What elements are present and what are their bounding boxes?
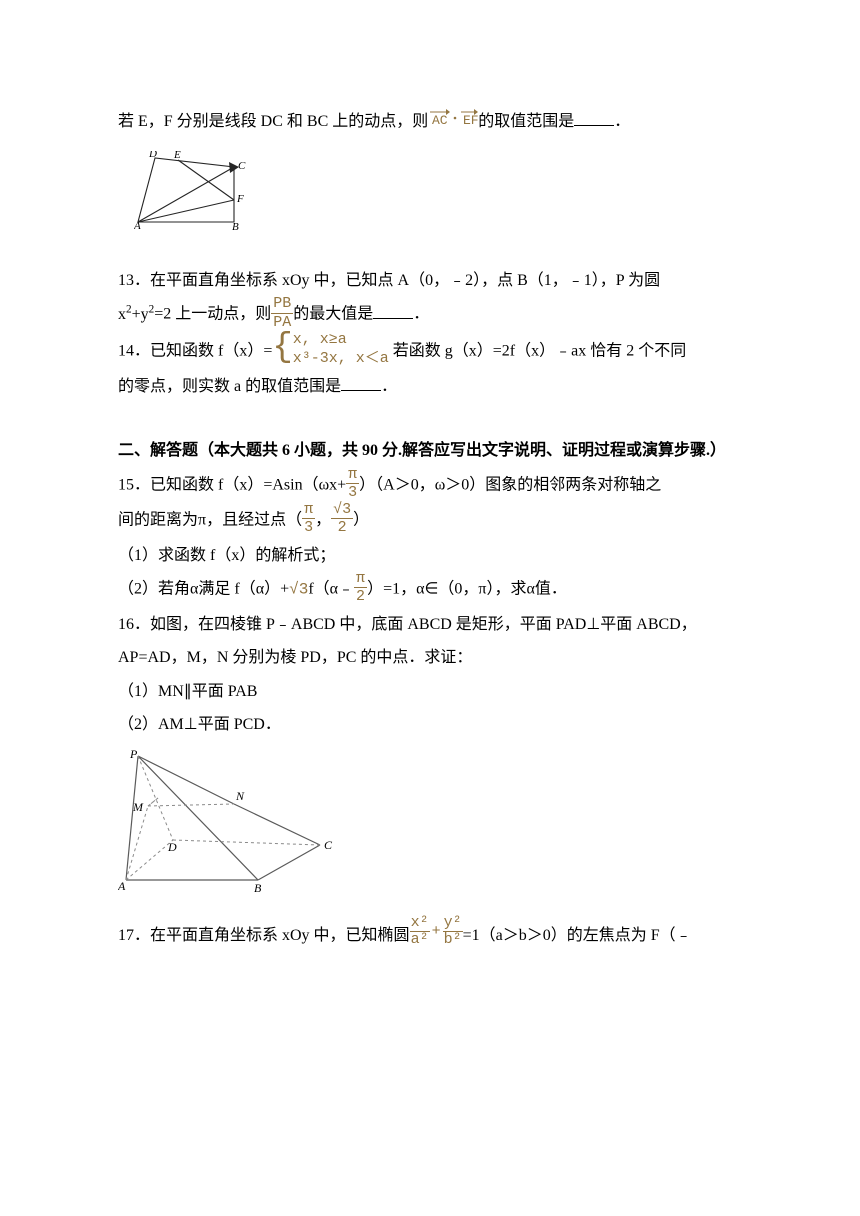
q14-mid: 若函数 g（x）=2f（x）﹣ax 恰有 2 个不同	[389, 342, 686, 359]
q15-line1-pre: 15．已知函数 f（x）=Asin（ωx+	[118, 476, 346, 493]
frac-pi-3b: π3	[302, 501, 315, 537]
svg-text:P: P	[129, 750, 138, 761]
q14-line2-text: 的零点，则实数 a 的取值范围是	[118, 378, 341, 395]
q17-line1-post: =1（a＞b＞0）的左焦点为 F（﹣	[463, 927, 692, 944]
svg-text:B: B	[232, 221, 239, 233]
q14-prefix: 14．已知函数 f（x）=	[118, 342, 272, 359]
blank-answer	[373, 304, 413, 318]
q15-sub1: （1）求函数 f（x）的解析式；	[118, 539, 735, 573]
svg-text:E: E	[173, 151, 181, 161]
frac-pb-pa: PBPA	[271, 295, 293, 331]
q16-line1: 16．如图，在四棱锥 P﹣ABCD 中，底面 ABCD 是矩形，平面 PAD⊥平…	[118, 608, 735, 642]
q12-post: 的取值范围是	[478, 113, 574, 130]
q12-line: 若 E，F 分别是线段 DC 和 BC 上的动点，则ACEF的取值范围是．	[118, 105, 735, 139]
q16-figure: P A B C D M N	[118, 750, 735, 907]
svg-text:C: C	[324, 838, 333, 852]
q15-sub2-pre: （2）若角α满足 f（α）+	[118, 581, 289, 598]
q17-line1: 17．在平面直角坐标系 xOy 中，已知椭圆x²a²+y²b²=1（a＞b＞0）…	[118, 919, 735, 953]
ellipse-eq: x²a²+y²b²	[410, 915, 463, 949]
svg-text:A: A	[134, 220, 141, 232]
svg-text:B: B	[254, 881, 262, 894]
q15-sub2: （2）若角α满足 f（α）+√3f（α﹣π2）=1，α∈（0，π），求α值．	[118, 572, 735, 608]
q13-post: 的最大值是	[293, 306, 373, 323]
svg-text:C: C	[238, 160, 246, 172]
q15-sub2-mid: f（α﹣	[308, 581, 354, 598]
piecewise-f: {x, x≥ax³-3x, x＜a	[272, 331, 388, 369]
svg-text:M: M	[132, 800, 144, 814]
frac-pi-3: π3	[346, 466, 359, 502]
q15-line2-post: ）	[353, 511, 369, 528]
vector-ac-ef: AC EF	[428, 105, 478, 139]
svg-text:F: F	[236, 193, 244, 205]
svg-text:N: N	[235, 789, 245, 803]
frac-sqrt3-2: √32	[331, 501, 353, 537]
q15-line2: 间的距离为π，且经过点（π3，√32）	[118, 503, 735, 539]
q15-line2-pre: 间的距离为π，且经过点（	[118, 511, 302, 528]
sqrt3: √3	[289, 581, 308, 599]
q13-circle: x2+y2	[118, 306, 154, 323]
q16-sub1: （1）MN∥平面 PAB	[118, 675, 735, 709]
q13-mid: =2 上一动点，则	[154, 306, 271, 323]
q14-line2: 的零点，则实数 a 的取值范围是．	[118, 370, 735, 404]
q16-line2: AP=AD，M，N 分别为棱 PD，PC 的中点．求证：	[118, 641, 735, 675]
q16-sub2: （2）AM⊥平面 PCD．	[118, 708, 735, 742]
q12-figure: A B C D E F	[134, 151, 735, 246]
q13-line2: x2+y2=2 上一动点，则PBPA的最大值是．	[118, 297, 735, 333]
blank-answer	[341, 377, 381, 391]
q15-line1: 15．已知函数 f（x）=Asin（ωx+π3）（A＞0，ω＞0）图象的相邻两条…	[118, 468, 735, 504]
svg-text:AC: AC	[432, 113, 448, 126]
q15-line1-post: ）（A＞0，ω＞0）图象的相邻两条对称轴之	[359, 476, 661, 493]
q17-line1-pre: 17．在平面直角坐标系 xOy 中，已知椭圆	[118, 927, 410, 944]
q14-line1: 14．已知函数 f（x）={x, x≥ax³-3x, x＜a 若函数 g（x）=…	[118, 333, 735, 371]
section2-heading: 二、解答题（本大题共 6 小题，共 90 分.解答应写出文字说明、证明过程或演算…	[118, 434, 735, 468]
frac-pi-2: π2	[354, 570, 367, 606]
svg-text:EF: EF	[463, 113, 478, 126]
q15-sub2-post: ）=1，α∈（0，π），求α值．	[367, 581, 567, 598]
svg-text:A: A	[118, 879, 126, 893]
svg-text:D: D	[148, 151, 157, 160]
q12-text: 若 E，F 分别是线段 DC 和 BC 上的动点，则	[118, 113, 428, 130]
blank-answer	[574, 112, 614, 126]
svg-text:D: D	[167, 840, 177, 854]
q13-line1: 13．在平面直角坐标系 xOy 中，已知点 A（0，﹣2），点 B（1，﹣1），…	[118, 264, 735, 298]
q13-prefix-a: 13．在平面直角坐标系 xOy 中，已知点 A（0，﹣2），点 B（1，﹣1），…	[118, 272, 660, 289]
